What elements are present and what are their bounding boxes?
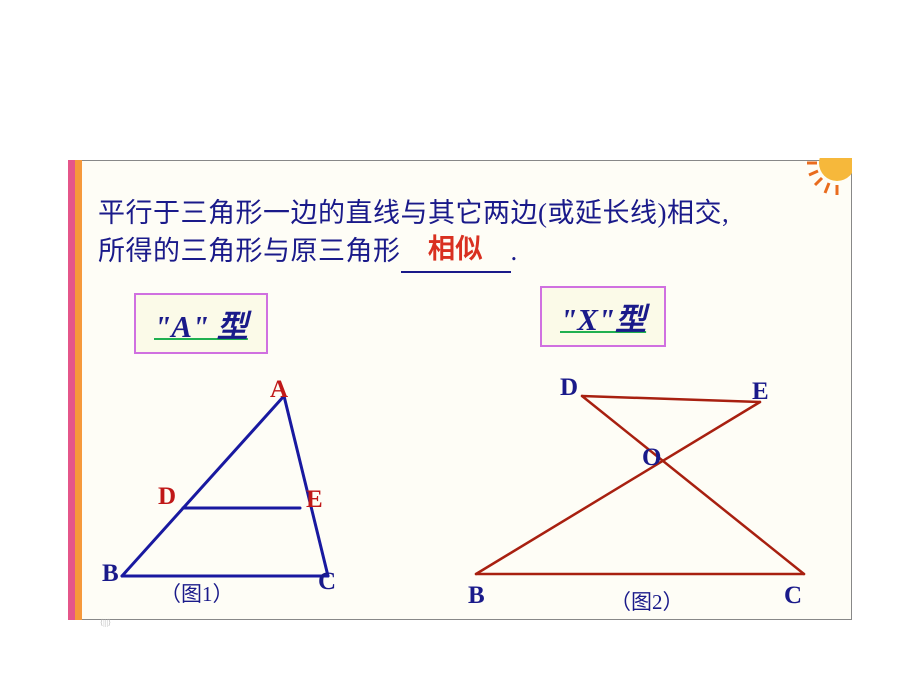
- type-a-label: "A" 型: [154, 309, 248, 344]
- vertex-label-E: E: [306, 486, 323, 514]
- theorem-line2-before: 所得的三角形与原三角形: [98, 236, 401, 266]
- vertex-label-D: D: [158, 483, 176, 511]
- vertex-label-C: C: [318, 568, 336, 596]
- theorem-line1: 平行于三角形一边的直线与其它两边(或延长线)相交,: [98, 198, 729, 228]
- diagram-a-type: （图1） A B C D E: [100, 378, 360, 618]
- sun-decoration: [782, 158, 852, 198]
- scrollbar-hint-icon: ⟨|||⟩: [100, 618, 111, 627]
- type-x-box: "X"型: [540, 286, 666, 347]
- vertex-label-B: B: [102, 560, 119, 588]
- diagram-x-type: （图2） D E O B C: [460, 372, 830, 622]
- vertex-label-A: A: [270, 376, 288, 404]
- theorem-statement: 平行于三角形一边的直线与其它两边(或延长线)相交, 所得的三角形与原三角形相似.: [98, 195, 838, 273]
- vertex-label-C-2: C: [784, 582, 802, 610]
- vertex-label-D-2: D: [560, 374, 578, 402]
- blank-answer: 相似: [428, 234, 483, 264]
- theorem-line2-after: .: [511, 236, 518, 266]
- type-x-label: "X"型: [560, 302, 646, 337]
- vertex-label-O-2: O: [642, 444, 661, 472]
- vertex-label-E-2: E: [752, 378, 769, 406]
- left-color-border: [68, 160, 82, 620]
- figure2-caption: （图2）: [610, 586, 684, 616]
- vertex-label-B-2: B: [468, 582, 485, 610]
- type-a-box: "A" 型: [134, 293, 268, 354]
- fill-blank: 相似: [401, 233, 511, 273]
- figure1-caption: （图1）: [160, 578, 234, 608]
- diagram2-svg: [460, 372, 830, 612]
